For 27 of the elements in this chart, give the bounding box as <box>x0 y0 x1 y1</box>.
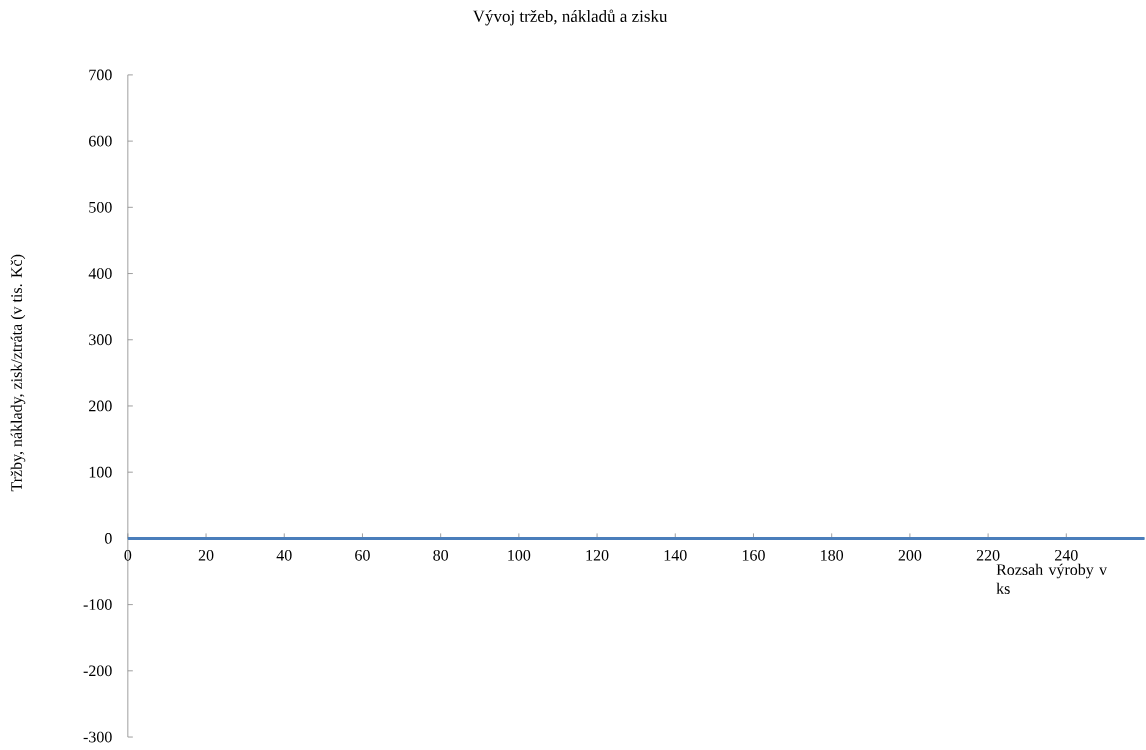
y-axis-title: Tržby, náklady, zisk/ztráta (v tis. Kč) <box>10 254 26 492</box>
y-tick-label: 500 <box>89 201 112 213</box>
x-tick-label: 120 <box>586 549 609 561</box>
y-tick-label: -300 <box>83 731 112 743</box>
x-tick-label: 220 <box>976 549 1000 561</box>
x-tick-label: 0 <box>124 549 132 561</box>
y-tick-label: 100 <box>89 466 112 478</box>
x-axis-title: Rozsah výroby v ks <box>996 563 1108 594</box>
x-tick-label: 100 <box>508 549 531 561</box>
y-tick-label: 0 <box>104 533 112 544</box>
y-tick-label: 200 <box>89 400 112 412</box>
y-tick-label: 700 <box>89 69 112 81</box>
x-tick-label: 40 <box>276 549 292 561</box>
y-tick-label: 600 <box>89 135 112 147</box>
y-tick-label: -100 <box>83 599 112 610</box>
x-tick-label: 240 <box>1055 549 1078 561</box>
chart-title: Vývoj tržeb, nákladů a zisku <box>472 9 668 26</box>
x-tick-label: 80 <box>433 549 449 561</box>
y-tick-label: -200 <box>83 665 112 677</box>
x-tick-label: 200 <box>898 549 922 561</box>
x-tick-label: 20 <box>198 549 214 561</box>
x-tick-label: 140 <box>664 549 687 561</box>
x-tick-label: 60 <box>355 549 370 561</box>
y-tick-label: 400 <box>88 268 112 279</box>
x-tick-label: 160 <box>742 549 765 561</box>
y-tick-label: 300 <box>89 334 112 346</box>
x-tick-label: 180 <box>821 549 844 561</box>
